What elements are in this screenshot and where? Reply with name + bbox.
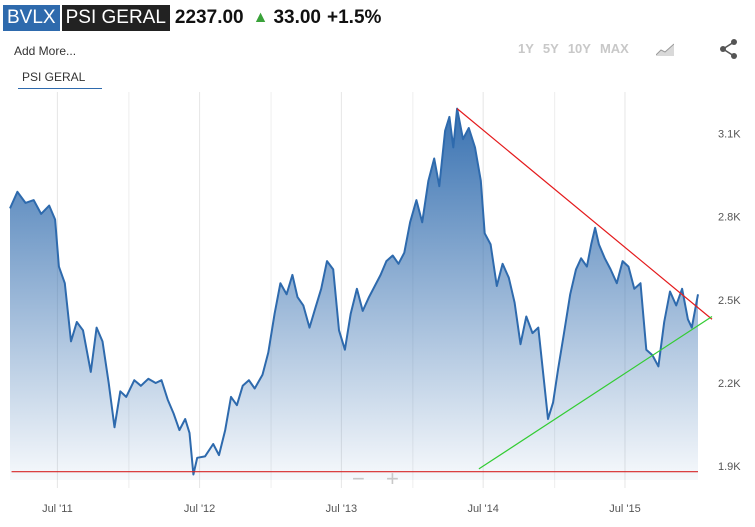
series-area [10, 108, 698, 480]
x-tick-label: Jul '13 [326, 503, 357, 515]
range-5y-button[interactable]: 5Y [542, 41, 559, 56]
index-symbol: PSI GERAL [61, 5, 170, 31]
trend-line [478, 315, 713, 470]
mountain-chart-icon[interactable] [656, 42, 674, 56]
series-tab[interactable]: PSI GERAL [18, 70, 102, 89]
x-tick-label: Jul '12 [184, 503, 215, 515]
y-tick-label: 3.1K [718, 129, 741, 141]
up-arrow-icon: ▲ [252, 9, 269, 26]
y-tick-label: 1.9K [718, 461, 741, 473]
x-tick-label: Jul '11 [42, 503, 73, 515]
chart-toolbar: Add More... 1Y 5Y 10Y MAX [0, 36, 755, 64]
y-tick-label: 2.5K [718, 295, 741, 307]
add-more-link[interactable]: Add More... [14, 44, 77, 58]
x-tick-label: Jul '15 [609, 503, 640, 515]
exchange-code: BVLX [3, 5, 60, 31]
range-selector: 1Y 5Y 10Y MAX [518, 41, 629, 56]
series-tab-label: PSI GERAL [22, 70, 86, 84]
x-tick-label: Jul '14 [467, 503, 498, 515]
share-icon[interactable] [719, 38, 739, 60]
quote-header: BVLX PSI GERAL 2237.00 ▲ 33.00 +1.5% [3, 4, 381, 32]
series-line [9, 107, 699, 476]
zoom-in-button[interactable]: + [386, 466, 399, 491]
range-10y-button[interactable]: 10Y [567, 41, 591, 56]
range-max-button[interactable]: MAX [599, 41, 629, 56]
y-tick-label: 2.8K [718, 212, 741, 224]
price-change: 33.00 [273, 7, 321, 28]
trend-line [456, 108, 713, 320]
last-price: 2237.00 [174, 7, 244, 28]
zoom-out-button[interactable]: − [352, 466, 365, 491]
price-change-percent: +1.5% [327, 7, 382, 28]
y-tick-label: 2.2K [718, 378, 741, 390]
range-1y-button[interactable]: 1Y [518, 41, 534, 56]
